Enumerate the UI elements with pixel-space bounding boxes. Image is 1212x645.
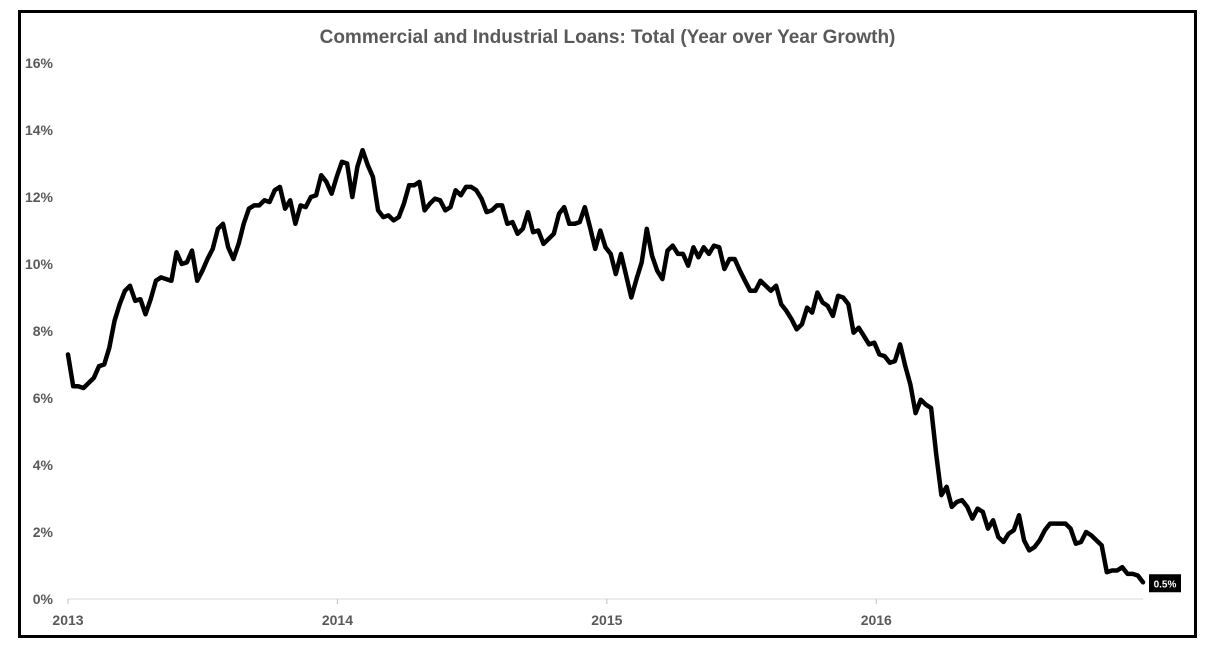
line-chart: 0%2%4%6%8%10%12%14%16% 2013 2014 2015 2016 … [25, 55, 1181, 628]
y-tick-label: 4% [33, 457, 54, 473]
y-tick-label: 12% [25, 189, 54, 205]
x-tick-label: 2016 [861, 612, 892, 628]
y-tick-label: 10% [25, 256, 54, 272]
y-tick-label: 16% [25, 55, 54, 71]
end-value-label: 0.5% [1149, 574, 1181, 593]
x-tick-label: 2015 [591, 612, 622, 628]
end-value-label-text: 0.5% [1154, 579, 1177, 590]
y-tick-label: 2% [33, 524, 54, 540]
y-tick-label: 8% [33, 323, 54, 339]
x-axis-labels: 2013 2014 2015 2016 [52, 612, 892, 628]
x-tick-label: 2014 [322, 612, 353, 628]
chart-title: Commercial and Industrial Loans: Total (… [319, 27, 896, 48]
end-value-label-box [1149, 574, 1181, 593]
y-axis-labels: 0% 2% 4% 6% 8% 10% 12% 14% 16% [25, 55, 54, 607]
x-tick-label: 2013 [52, 612, 83, 628]
y-tick-label: 14% [25, 122, 54, 138]
chart-frame: Commercial and Industrial Loans: Total (… [18, 10, 1197, 638]
series-line-c-i-loans-growth [65, 147, 1146, 585]
y-tick-label: 6% [33, 390, 54, 406]
y-tick-label: 0% [33, 591, 54, 607]
x-axis-ticks [67, 599, 877, 604]
